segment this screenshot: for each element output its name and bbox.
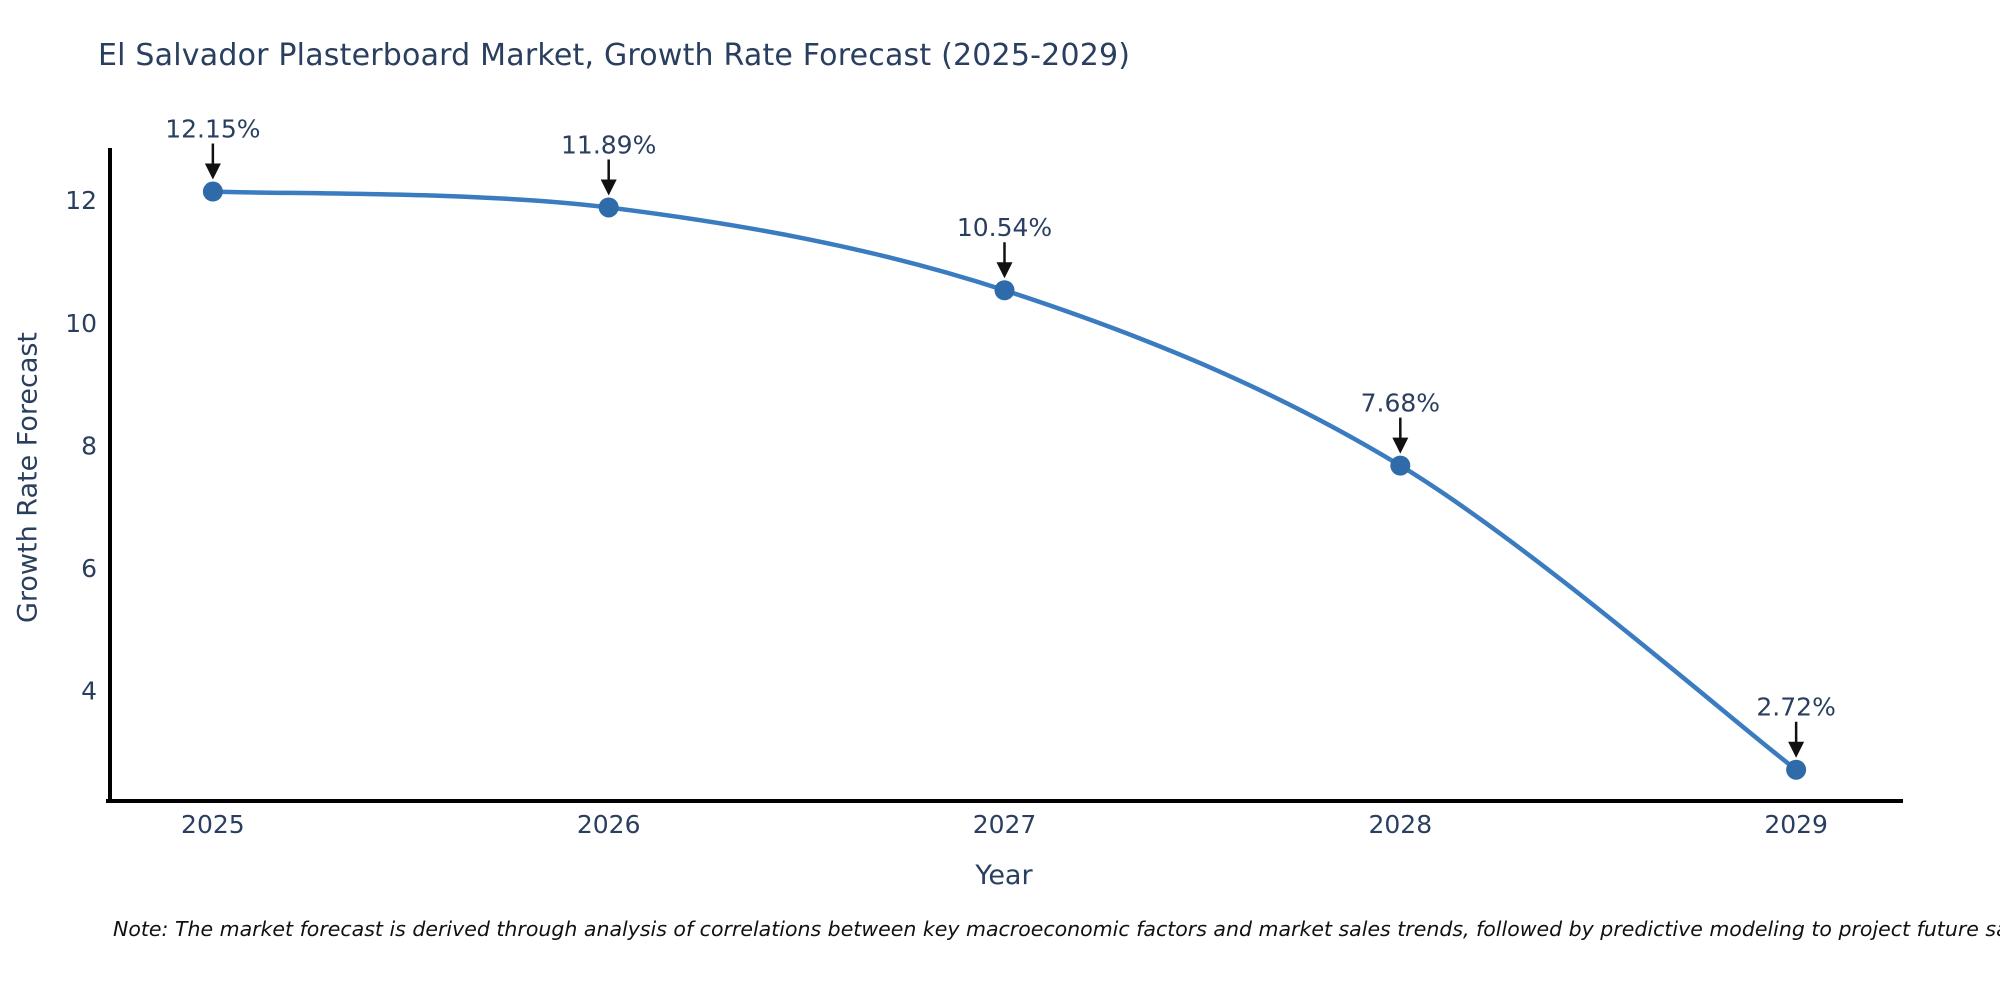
x-tick-label: 2026 xyxy=(577,810,641,839)
data-point-value-label: 11.89% xyxy=(561,130,656,159)
annotation-arrow-head xyxy=(1788,741,1805,758)
annotation-arrow-head xyxy=(600,179,617,196)
forecast-line-series xyxy=(210,189,1799,772)
data-point-value-label: 12.15% xyxy=(165,115,260,144)
y-tick-label: 8 xyxy=(81,431,97,460)
data-point-value-label: 2.72% xyxy=(1756,693,1835,722)
annotation-arrow-head xyxy=(204,163,221,180)
x-tick-label: 2027 xyxy=(973,810,1037,839)
x-tick-label: 2029 xyxy=(1764,810,1828,839)
x-tick-label: 2025 xyxy=(181,810,245,839)
y-tick-label: 6 xyxy=(81,554,97,583)
data-point-marker xyxy=(1786,759,1807,780)
annotation-arrow-head xyxy=(1392,437,1409,454)
data-point-marker xyxy=(598,197,619,218)
x-axis-title: Year xyxy=(975,860,1033,891)
data-point-marker xyxy=(202,181,223,202)
data-point-value-label: 10.54% xyxy=(957,213,1052,242)
footnote: Note: The market forecast is derived thr… xyxy=(113,917,2000,941)
y-tick-label: 4 xyxy=(81,677,97,706)
y-tick-label: 10 xyxy=(65,309,97,338)
annotation-arrow-head xyxy=(996,262,1013,279)
y-tick-label: 12 xyxy=(65,186,97,215)
y-axis-title: Growth Rate Forecast xyxy=(12,331,44,624)
data-point-marker xyxy=(1390,455,1411,476)
x-tick-label: 2028 xyxy=(1369,810,1433,839)
data-point-value-label: 7.68% xyxy=(1361,389,1440,418)
data-point-marker xyxy=(994,280,1015,301)
chart-title: El Salvador Plasterboard Market, Growth … xyxy=(98,38,1131,73)
